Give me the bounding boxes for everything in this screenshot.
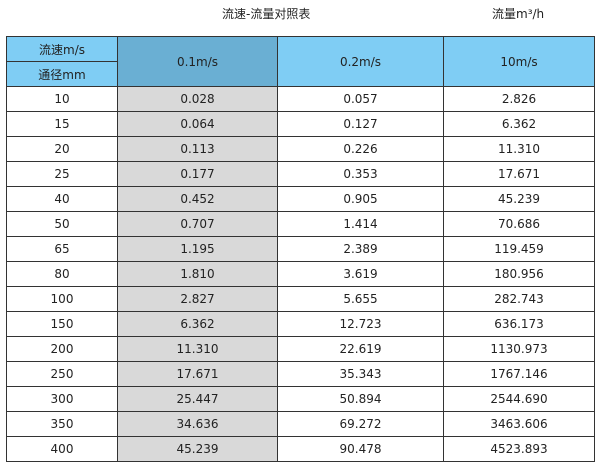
diameter-header: 通径mm	[6, 61, 118, 87]
column-header: 0.2m/s	[277, 36, 444, 87]
flow-cell: 17.671	[443, 161, 595, 187]
flow-cell: 0.452	[117, 186, 278, 212]
flow-cell: 1767.146	[443, 361, 595, 387]
flow-cell: 6.362	[443, 111, 595, 137]
diameter-cell: 400	[6, 436, 118, 462]
table-row: 400 45.239 90.478 4523.893	[6, 436, 595, 462]
table-row: 10 0.028 0.057 2.826	[6, 86, 595, 112]
diameter-cell: 50	[6, 211, 118, 237]
flow-cell: 2.389	[277, 236, 444, 262]
flow-cell: 25.447	[117, 386, 278, 412]
table-row: 350 34.636 69.272 3463.606	[6, 411, 595, 437]
table-row: 250 17.671 35.343 1767.146	[6, 361, 595, 387]
diameter-cell: 250	[6, 361, 118, 387]
flow-cell: 0.064	[117, 111, 278, 137]
diameter-cell: 65	[6, 236, 118, 262]
flow-cell: 50.894	[277, 386, 444, 412]
diameter-cell: 150	[6, 311, 118, 337]
flow-cell: 0.028	[117, 86, 278, 112]
flow-cell: 282.743	[443, 286, 595, 312]
table-row: 20 0.113 0.226 11.310	[6, 136, 595, 162]
velocity-flow-table: 流速m/s 0.1m/s 0.2m/s 10m/s 通径mm 10 0.028 0.…	[6, 36, 595, 462]
flow-cell: 45.239	[443, 186, 595, 212]
flow-cell: 12.723	[277, 311, 444, 337]
flow-cell: 1.810	[117, 261, 278, 287]
flow-cell: 2544.690	[443, 386, 595, 412]
diameter-cell: 25	[6, 161, 118, 187]
table-row: 300 25.447 50.894 2544.690	[6, 386, 595, 412]
flow-cell: 0.353	[277, 161, 444, 187]
diameter-cell: 20	[6, 136, 118, 162]
flow-cell: 1.414	[277, 211, 444, 237]
flow-cell: 0.057	[277, 86, 444, 112]
flow-cell: 17.671	[117, 361, 278, 387]
velocity-header: 流速m/s	[6, 36, 118, 62]
diameter-cell: 350	[6, 411, 118, 437]
table-row: 200 11.310 22.619 1130.973	[6, 336, 595, 362]
flow-cell: 2.827	[117, 286, 278, 312]
flow-cell: 0.905	[277, 186, 444, 212]
table-row: 80 1.810 3.619 180.956	[6, 261, 595, 287]
table-title: 流速-流量对照表	[222, 7, 311, 21]
flow-cell: 34.636	[117, 411, 278, 437]
table-row: 40 0.452 0.905 45.239	[6, 186, 595, 212]
flow-cell: 0.707	[117, 211, 278, 237]
unit-label: 流量m³/h	[492, 7, 545, 21]
flow-cell: 1130.973	[443, 336, 595, 362]
flow-cell: 636.173	[443, 311, 595, 337]
flow-cell: 11.310	[443, 136, 595, 162]
diameter-cell: 300	[6, 386, 118, 412]
flow-cell: 6.362	[117, 311, 278, 337]
flow-cell: 35.343	[277, 361, 444, 387]
diameter-cell: 80	[6, 261, 118, 287]
flow-cell: 1.195	[117, 236, 278, 262]
flow-cell: 0.127	[277, 111, 444, 137]
flow-cell: 0.226	[277, 136, 444, 162]
flow-cell: 45.239	[117, 436, 278, 462]
diameter-cell: 10	[6, 86, 118, 112]
flow-cell: 0.113	[117, 136, 278, 162]
table-row: 50 0.707 1.414 70.686	[6, 211, 595, 237]
flow-cell: 22.619	[277, 336, 444, 362]
flow-cell: 5.655	[277, 286, 444, 312]
flow-cell: 3463.606	[443, 411, 595, 437]
table-row: 150 6.362 12.723 636.173	[6, 311, 595, 337]
flow-cell: 180.956	[443, 261, 595, 287]
diameter-cell: 200	[6, 336, 118, 362]
column-header: 0.1m/s	[117, 36, 278, 87]
flow-cell: 2.826	[443, 86, 595, 112]
table-row: 25 0.177 0.353 17.671	[6, 161, 595, 187]
column-header: 10m/s	[443, 36, 595, 87]
table-row: 65 1.195 2.389 119.459	[6, 236, 595, 262]
flow-cell: 69.272	[277, 411, 444, 437]
flow-cell: 70.686	[443, 211, 595, 237]
table-row: 15 0.064 0.127 6.362	[6, 111, 595, 137]
diameter-cell: 40	[6, 186, 118, 212]
flow-cell: 3.619	[277, 261, 444, 287]
flow-cell: 0.177	[117, 161, 278, 187]
flow-cell: 4523.893	[443, 436, 595, 462]
diameter-cell: 15	[6, 111, 118, 137]
diameter-cell: 100	[6, 286, 118, 312]
flow-cell: 90.478	[277, 436, 444, 462]
table-row: 100 2.827 5.655 282.743	[6, 286, 595, 312]
flow-cell: 11.310	[117, 336, 278, 362]
flow-cell: 119.459	[443, 236, 595, 262]
